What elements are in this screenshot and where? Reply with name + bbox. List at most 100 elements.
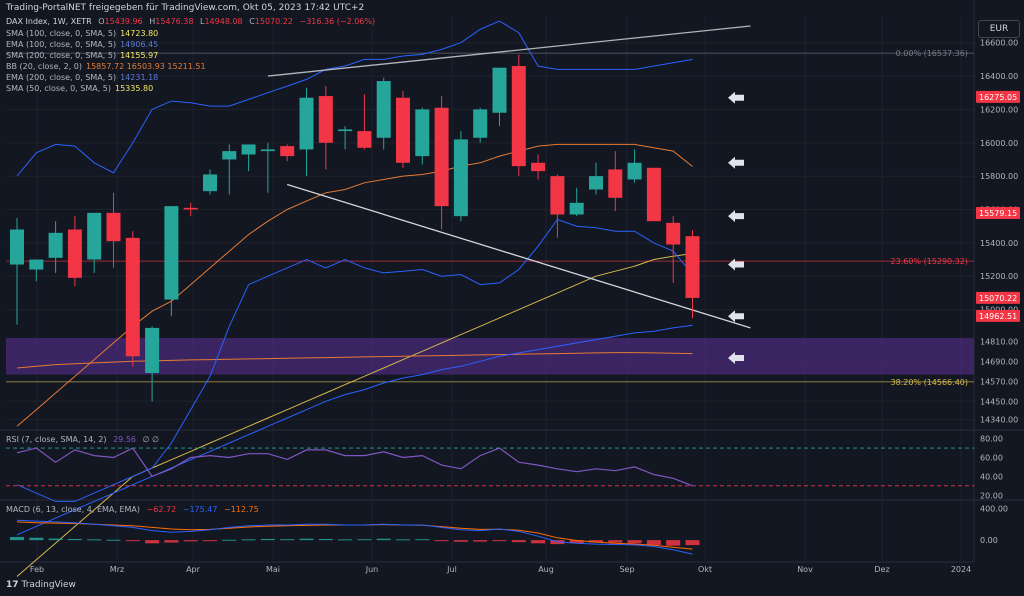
arrow-left-icon (728, 258, 744, 271)
macd-axis-label: 0.00 (980, 536, 998, 545)
indicator-label: SMA (200, close, 0, SMA, 5) (6, 51, 117, 60)
price-axis-label: 16200.00 (980, 105, 1018, 114)
macd-histogram-bar (492, 540, 507, 542)
macd-histogram-bar (183, 540, 198, 542)
ohlc-change: −316.36 (−2.06%) (299, 17, 376, 26)
macd-legend[interactable]: MACD (6, 13, close, 4, EMA, EMA) −62.72 … (6, 505, 259, 514)
indicator-value: 15335.80 (115, 84, 154, 93)
candle-body (10, 229, 24, 265)
time-axis-label: Apr (186, 565, 201, 574)
price-tag (976, 206, 1020, 219)
price-axis-label: 14690.00 (980, 357, 1018, 366)
indicator-label: EMA (200, close, 0, SMA, 5) (6, 73, 117, 82)
ohlc-o-label: O (98, 17, 105, 26)
indicator-value: 15857.72 16503.93 15211.51 (85, 62, 206, 71)
upper-trendline (267, 25, 751, 77)
arrow-left-icon (728, 310, 744, 323)
price-axis-label: 14340.00 (980, 416, 1018, 425)
lower-trendline (287, 183, 751, 329)
time-axis-label: Jul (446, 565, 457, 574)
indicator-value: 14906.45 (120, 40, 159, 49)
candle-body (106, 212, 121, 242)
candle-body (666, 222, 681, 245)
tradingview-logo-mark: 17 (6, 580, 19, 590)
symbol-legend[interactable]: DAX Index, 1W, XETR O15439.96 H15476.38 … (6, 17, 375, 26)
macd-line (16, 519, 693, 555)
ohlc-low: 14948.08 (204, 17, 243, 26)
price-tag (976, 291, 1020, 304)
macd-histogram-bar (164, 540, 179, 543)
arrow-left-icon (728, 156, 744, 169)
candle-body (67, 229, 82, 278)
macd-histogram-bar (48, 538, 63, 541)
time-axis-label: Mrz (110, 565, 124, 574)
macd-axis-label: 400.00 (980, 504, 1008, 513)
macd-histogram-bar (511, 540, 526, 543)
ohlc-high: 15476.38 (155, 17, 194, 26)
symbol-name: DAX Index, 1W, XETR (6, 17, 92, 26)
fib-level-label: 38.20% (14566.40) (891, 378, 968, 387)
candle-body (183, 207, 198, 210)
candle-body (434, 107, 449, 207)
rsi-axis-label: 80.00 (980, 435, 1003, 444)
macd-histogram-bar (396, 539, 410, 541)
time-axis-label: 2024 (951, 565, 971, 574)
ohlc-c-label: C (249, 17, 255, 26)
candle-body (145, 327, 160, 373)
macd-histogram-bar (453, 540, 468, 542)
fib-level-label: 23.60% (15290.32) (891, 257, 968, 266)
macd-histogram-bar (299, 538, 314, 541)
macd-histogram-bar (29, 537, 44, 541)
indicator-legend-0[interactable]: SMA (100, close, 0, SMA, 5) 14723.80 (6, 29, 158, 38)
ohlc-l-label: L (200, 17, 205, 26)
rsi-label: RSI (7, close, SMA, 14, 2) (6, 435, 107, 444)
price-axis-label: 16400.00 (980, 72, 1018, 81)
time-axis-label: Sep (619, 565, 634, 574)
ohlc-h-label: H (149, 17, 156, 26)
macd-histogram-bar (531, 540, 546, 544)
price-tag (976, 309, 1020, 322)
indicator-value: 14231.18 (120, 73, 159, 82)
indicator-label: SMA (50, close, 0, SMA, 5) (6, 84, 111, 93)
candle-body (608, 169, 623, 198)
candle-body (492, 67, 507, 113)
macd-histogram-bar (608, 540, 623, 543)
price-axis-label: 15800.00 (980, 172, 1018, 181)
indicator-legend-4[interactable]: EMA (200, close, 0, SMA, 5) 14231.18 (6, 73, 158, 82)
macd-histogram-bar (260, 538, 275, 541)
candle-body (87, 212, 102, 260)
price-axis-label: 16600.00 (980, 39, 1018, 48)
tradingview-brand: TradingView (21, 580, 76, 590)
macd-line-value: −175.47 (182, 505, 218, 514)
macd-histogram-bar (106, 539, 121, 541)
indicator-legend-5[interactable]: SMA (50, close, 0, SMA, 5) 15335.80 (6, 84, 153, 93)
currency-button[interactable]: EUR (978, 20, 1020, 38)
candle-body (473, 109, 488, 138)
candle-body (280, 146, 295, 157)
indicator-legend-3[interactable]: BB (20, close, 2, 0) 15857.72 16503.93 15… (6, 62, 206, 71)
indicator-legend-2[interactable]: SMA (200, close, 0, SMA, 5) 14155.97 (6, 51, 158, 60)
candle-body (376, 81, 391, 138)
candle-body (260, 149, 275, 152)
tradingview-logo[interactable]: 17 TradingView (6, 580, 76, 590)
macd-histogram-bar (241, 539, 256, 541)
rsi-axis-label: 40.00 (980, 472, 1003, 481)
indicator-legend-1[interactable]: EMA (100, close, 0, SMA, 5) 14906.45 (6, 40, 158, 49)
sma200-line (16, 352, 693, 369)
time-axis-label: Nov (797, 565, 813, 574)
rsi-legend[interactable]: RSI (7, close, SMA, 14, 2) 29.56 ∅ ∅ (6, 435, 159, 444)
time-axis-label: Okt (698, 565, 712, 574)
candle-body (415, 109, 430, 157)
price-axis-label: 14570.00 (980, 377, 1018, 386)
candle-body (164, 206, 179, 300)
candle-body (222, 151, 237, 160)
candle-body (29, 259, 44, 270)
time-axis-label: Feb (30, 565, 44, 574)
macd-histogram-bar (589, 540, 603, 543)
macd-histogram-bar (67, 538, 82, 541)
candle-body (589, 176, 603, 190)
time-axis-label: Aug (538, 565, 554, 574)
macd-hist-value: −62.72 (146, 505, 177, 514)
macd-histogram-bar (222, 539, 237, 541)
